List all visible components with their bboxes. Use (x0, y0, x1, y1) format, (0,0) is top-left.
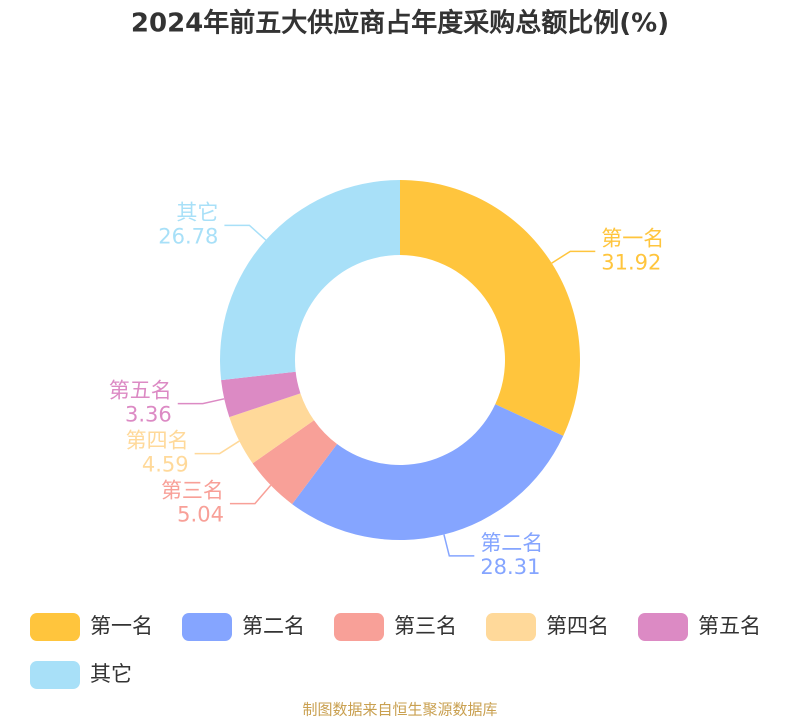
slice-label: 第四名 (126, 429, 189, 453)
donut-slice (292, 404, 564, 541)
slice-label: 其它 (176, 200, 218, 224)
donut-slice (221, 371, 301, 418)
leader-line (229, 484, 272, 505)
legend-label: 第一名 (90, 614, 153, 638)
source-note: 制图数据来自恒生聚源数据库 (302, 701, 497, 719)
slice-value: 31.92 (601, 250, 661, 274)
slice-value: 5.04 (177, 503, 224, 527)
slice-label: 第三名 (161, 479, 224, 503)
slice-label: 第二名 (480, 531, 543, 555)
slice-value: 28.31 (480, 555, 540, 579)
leader-line (194, 440, 240, 455)
slice-value: 4.59 (142, 453, 189, 477)
leader-line (224, 224, 267, 241)
slice-value: 26.78 (158, 224, 218, 248)
legend-swatch (638, 613, 688, 641)
legend-swatch (30, 661, 80, 689)
legend-label: 第二名 (242, 614, 305, 638)
legend-label: 第五名 (698, 614, 761, 638)
legend-swatch (486, 613, 536, 641)
legend-label: 第三名 (394, 614, 457, 638)
chart-title: 2024年前五大供应商占年度采购总额比例(%) (131, 8, 669, 39)
legend-swatch (182, 613, 232, 641)
donut-slice (400, 180, 581, 436)
legend-label: 其它 (90, 662, 132, 686)
slice-value: 3.36 (125, 403, 172, 427)
donut-slice (219, 180, 400, 381)
leader-line (177, 398, 225, 405)
donut-slice (229, 393, 315, 464)
donut-slice (252, 420, 338, 505)
leader-line (551, 250, 596, 264)
legend-swatch (30, 613, 80, 641)
slice-label: 第一名 (601, 226, 664, 250)
legend-label: 第四名 (546, 614, 609, 638)
legend-swatch (334, 613, 384, 641)
leader-line (443, 534, 475, 557)
slice-label: 第五名 (109, 379, 172, 403)
